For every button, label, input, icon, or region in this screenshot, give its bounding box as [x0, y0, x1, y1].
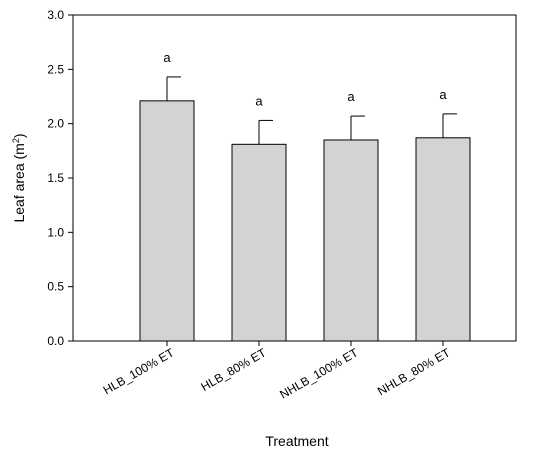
x-tick-label: HLB_100% ET	[101, 345, 177, 397]
x-tick-label: NHLB_80% ET	[375, 345, 453, 398]
bar	[323, 139, 379, 342]
significance-label: a	[347, 89, 355, 104]
significance-label: a	[163, 50, 171, 65]
y-tick-label: 2.5	[47, 62, 64, 76]
y-tick-label: 0.5	[47, 280, 64, 294]
bar	[231, 143, 287, 342]
bar	[139, 100, 195, 342]
y-axis-ticks: 0.0 0.5 1.0 1.5 2.0 2.5 3.0	[47, 8, 73, 348]
y-tick-label: 0.0	[47, 334, 64, 348]
x-axis-title: Treatment	[265, 433, 328, 449]
y-axis-title: Leaf area (m2)	[11, 133, 27, 222]
significance-label: a	[439, 87, 447, 102]
y-tick-label: 1.5	[47, 171, 64, 185]
x-tick-label: HLB_80% ET	[199, 345, 270, 394]
y-tick-label: 3.0	[47, 8, 64, 22]
y-tick-label: 2.0	[47, 117, 64, 131]
x-tick-label: NHLB_100% ET	[277, 345, 361, 401]
significance-label: a	[255, 93, 263, 108]
y-tick-label: 1.0	[47, 225, 64, 239]
bar	[415, 137, 471, 342]
x-axis-ticks: HLB_100% ET HLB_80% ET NHLB_100% ET NHLB_80…	[101, 341, 453, 402]
bars: a a a a	[139, 50, 471, 342]
